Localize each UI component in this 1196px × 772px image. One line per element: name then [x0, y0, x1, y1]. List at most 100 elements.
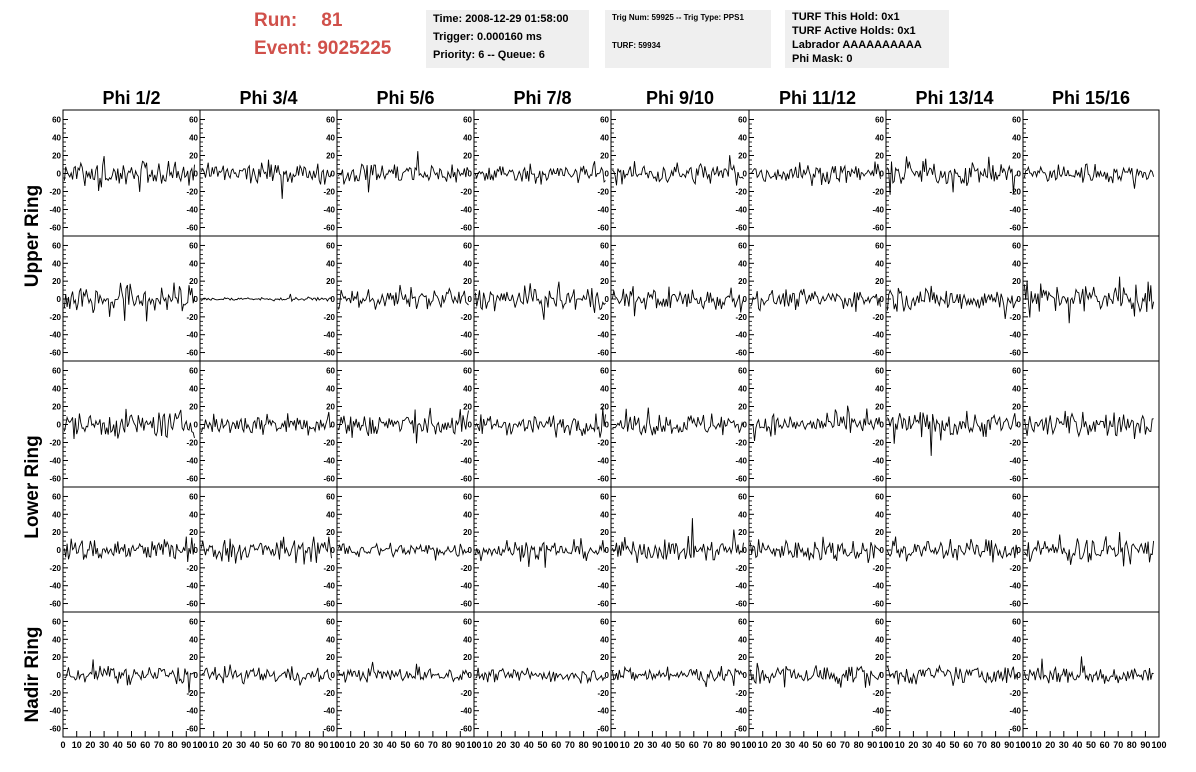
column-title: Phi 1/2 [102, 88, 160, 108]
y-tick-label: -20 [872, 689, 884, 698]
y-tick-label: 0 [605, 170, 610, 179]
y-tick-label: -60 [872, 600, 884, 609]
waveform-panel: -60 -40 -20 0 20 40 60 [597, 235, 750, 362]
waveform-trace [886, 536, 1018, 563]
y-tick-label: 0 [743, 170, 748, 179]
y-tick-label: 0 [57, 546, 62, 555]
y-tick-label: 60 [1012, 367, 1021, 376]
panel-frame [199, 235, 338, 362]
panel-frame [336, 109, 475, 237]
x-tick-label: 30 [236, 740, 246, 750]
y-tick-label: 60 [189, 241, 198, 250]
y-tick-label: -20 [49, 188, 61, 197]
y-tick-label: 60 [189, 617, 198, 626]
column-title: Phi 3/4 [239, 88, 297, 108]
y-tick-label: 60 [52, 116, 61, 125]
y-tick-label: 0 [57, 671, 62, 680]
y-tick-label: 40 [1012, 385, 1021, 394]
x-tick-label: 80 [716, 740, 726, 750]
run-event-box: Run: 81 Event: 9025225 [250, 8, 420, 68]
x-tick-label: 30 [922, 740, 932, 750]
y-tick-label: -60 [323, 224, 335, 233]
y-tick-label: -60 [735, 349, 747, 358]
waveform-trace [200, 411, 332, 436]
y-tick-label: -20 [49, 313, 61, 322]
x-tick-label: 20 [359, 740, 369, 750]
panel-frame [885, 611, 1024, 738]
y-tick-label: -40 [323, 331, 335, 340]
y-tick-label: 0 [605, 421, 610, 430]
y-tick-label: -40 [1009, 707, 1021, 716]
x-tick-label: 90 [455, 740, 465, 750]
x-tick-label: 60 [140, 740, 150, 750]
x-tick-label: 80 [1127, 740, 1137, 750]
waveform-trace [1023, 656, 1154, 684]
waveform-panel: -60 -40 -20 0 20 40 60 [735, 486, 887, 613]
y-tick-label: 20 [600, 528, 609, 537]
y-tick-label: -40 [872, 582, 884, 591]
waveform-trace [63, 156, 195, 192]
row-title: Lower Ring [22, 435, 43, 538]
waveform-trace [201, 664, 332, 686]
row-title: Nadir Ring [22, 626, 43, 722]
y-tick-label: 20 [600, 403, 609, 412]
y-tick-label: 60 [189, 116, 198, 125]
y-tick-label: 60 [875, 241, 884, 250]
trig-line: Trig Num: 59925 -- Trig Type: PPS1 [612, 13, 744, 22]
x-tick-label: 100 [329, 740, 344, 750]
waveform-trace [474, 538, 606, 568]
y-tick-label: 60 [738, 367, 747, 376]
waveform-panel: -60 -40 -20 0 20 40 60 [49, 360, 201, 488]
y-tick-label: -60 [735, 725, 747, 734]
y-tick-label: -20 [597, 564, 609, 573]
y-tick-label: 60 [875, 367, 884, 376]
y-tick-label: 20 [52, 653, 61, 662]
y-tick-label: -20 [1009, 439, 1021, 448]
y-tick-label: 20 [1012, 653, 1021, 662]
y-tick-label: -60 [49, 224, 61, 233]
y-tick-label: -40 [186, 707, 198, 716]
y-tick-label: -60 [460, 349, 472, 358]
y-tick-label: -60 [597, 224, 609, 233]
waveform-trace [749, 536, 881, 564]
y-tick-label: 20 [600, 277, 609, 286]
x-tick-label: 40 [1072, 740, 1082, 750]
y-tick-label: 40 [738, 510, 747, 519]
y-tick-label: 40 [875, 510, 884, 519]
x-tick-label: 60 [414, 740, 424, 750]
y-tick-label: -20 [323, 439, 335, 448]
y-tick-label: 40 [189, 259, 198, 268]
y-tick-label: 60 [600, 367, 609, 376]
y-tick-label: 60 [1012, 492, 1021, 501]
y-tick-label: -40 [872, 331, 884, 340]
y-tick-label: 60 [600, 241, 609, 250]
y-tick-label: 0 [1017, 546, 1022, 555]
y-tick-label: 60 [1012, 241, 1021, 250]
waveform-trace [1024, 531, 1155, 567]
phi-mask-line: Phi Mask: 0 [792, 53, 853, 65]
y-tick-label: 0 [331, 421, 336, 430]
x-tick-label: 0 [60, 740, 65, 750]
waveform-panel: -60 -40 -20 0 20 40 60 [1009, 360, 1160, 488]
x-tick-label: 20 [634, 740, 644, 750]
time-line: Time: 2008-12-29 01:58:00 [433, 13, 569, 25]
y-tick-label: 0 [57, 421, 62, 430]
y-tick-label: 40 [738, 385, 747, 394]
y-tick-label: 0 [880, 295, 885, 304]
y-tick-label: 60 [52, 241, 61, 250]
waveform-trace [64, 659, 195, 694]
waveform-trace [337, 542, 469, 561]
x-tick-label: 100 [1151, 740, 1166, 750]
panel-frame [748, 109, 887, 237]
waveform-trace [749, 662, 881, 688]
y-tick-label: -60 [460, 725, 472, 734]
y-tick-label: 60 [463, 492, 472, 501]
run-value: 81 [321, 10, 343, 31]
y-tick-label: 60 [52, 617, 61, 626]
y-tick-label: 60 [738, 241, 747, 250]
x-tick-label: 90 [592, 740, 602, 750]
y-tick-label: -40 [1009, 457, 1021, 466]
waveform-panel: -60 -40 -20 0 20 40 60 [735, 235, 887, 362]
